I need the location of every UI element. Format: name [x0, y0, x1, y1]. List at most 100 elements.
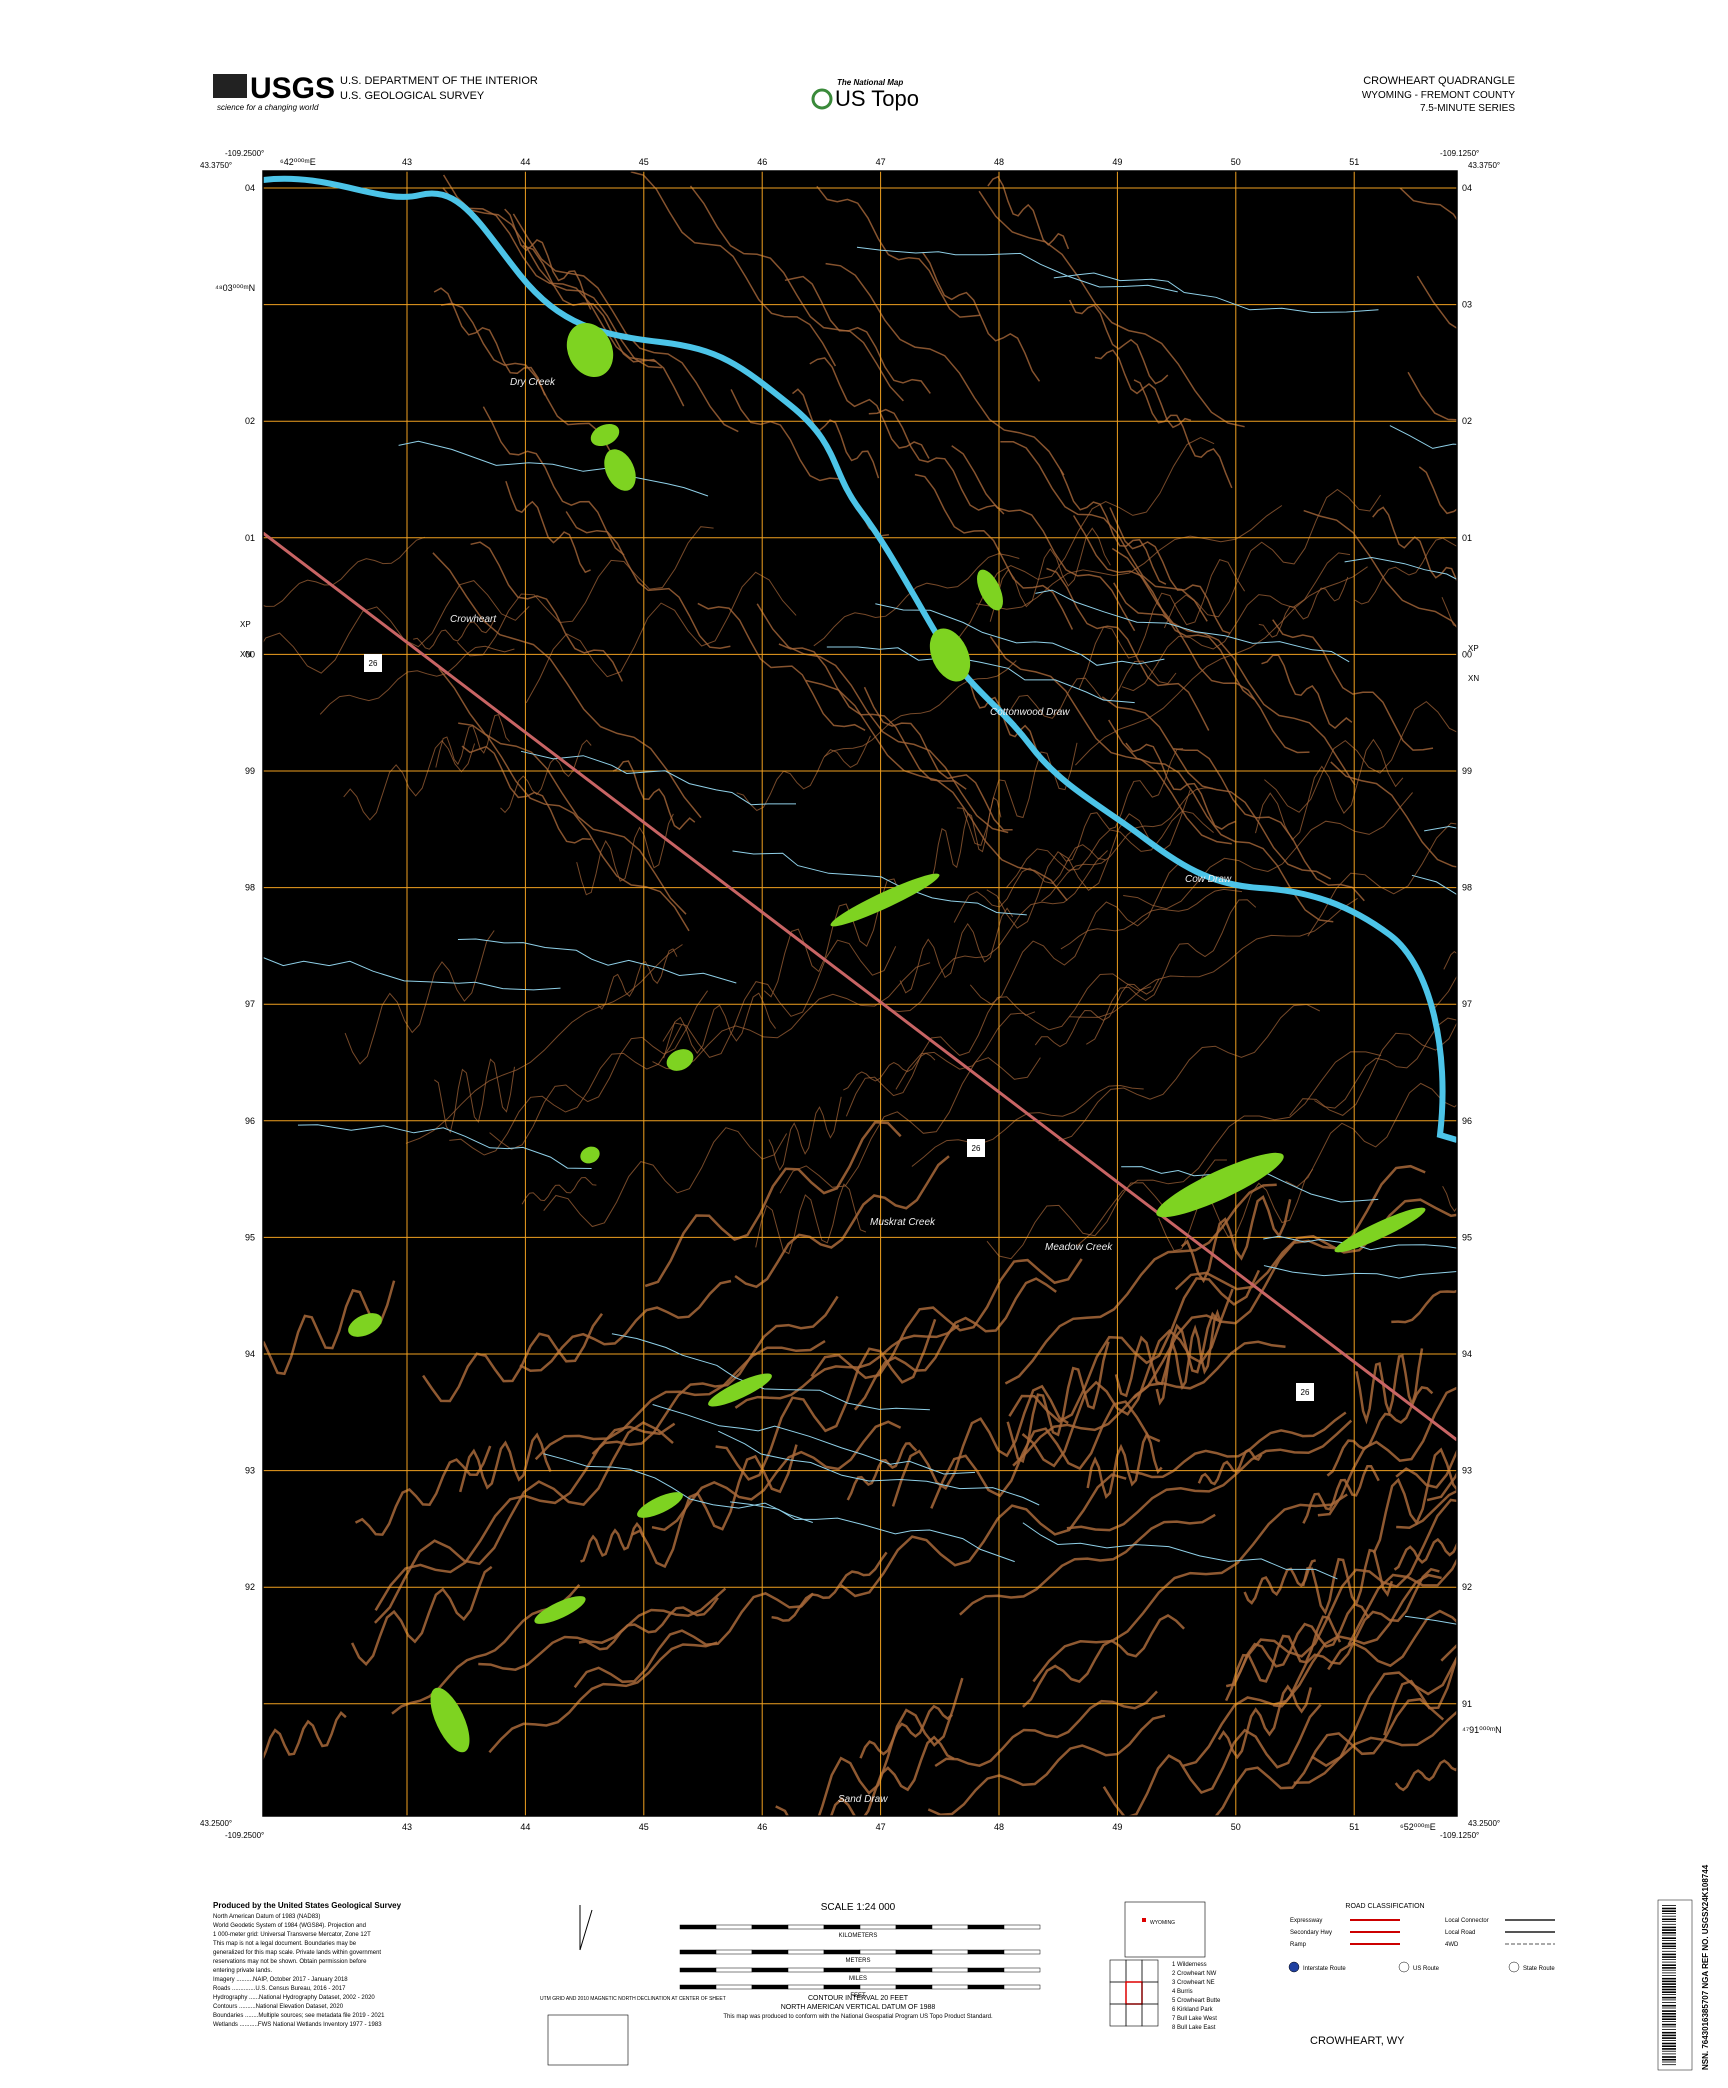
scale-unit: FEET — [850, 1993, 866, 1999]
stream — [263, 957, 561, 991]
scale-segment — [715, 1984, 753, 1990]
stream — [826, 646, 1135, 704]
bar — [1662, 2031, 1676, 2034]
contour — [843, 1052, 936, 1091]
scale-segment — [895, 1949, 933, 1955]
contour — [573, 1592, 815, 1689]
topo-icon — [811, 88, 833, 110]
easting-label: 46 — [757, 157, 767, 167]
easting-label: 49 — [1112, 1822, 1122, 1832]
contour — [1060, 888, 1243, 950]
northing-label: 04 — [245, 183, 255, 193]
route-shield — [1296, 1383, 1314, 1401]
bar — [1662, 1994, 1676, 1995]
bar — [1662, 2002, 1676, 2003]
contour — [442, 174, 662, 369]
easting-label: 45 — [639, 1822, 649, 1832]
road-type: Local Connector — [1445, 1918, 1489, 1924]
contour — [1285, 1082, 1457, 1188]
road-type: Expressway — [1290, 1918, 1322, 1924]
vegetation — [430, 1687, 470, 1753]
adjoin-cell — [1109, 1959, 1127, 1983]
contour — [1132, 1164, 1426, 1399]
contour — [1041, 787, 1214, 902]
northing-label: 04 — [1462, 183, 1472, 193]
contour — [987, 175, 1070, 250]
adjoin-cell — [1109, 1981, 1127, 2005]
contour — [779, 1057, 1041, 1194]
contour — [580, 1521, 645, 1563]
contour — [344, 930, 495, 1065]
road-title: ROAD CLASSIFICATION — [1345, 1903, 1424, 1910]
bar — [1662, 1921, 1676, 1922]
contour — [500, 739, 592, 814]
note-line: reservations may not be shown. Obtain pe… — [213, 1959, 367, 1965]
adjoin-cell — [1109, 2003, 1127, 2027]
vegetation — [666, 1049, 694, 1071]
scale-segment — [859, 1967, 897, 1973]
contour — [630, 171, 837, 367]
survey: U.S. GEOLOGICAL SURVEY — [340, 90, 485, 102]
contour — [651, 1420, 902, 1532]
bar — [1662, 1983, 1676, 1985]
easting-label: 51 — [1349, 1822, 1359, 1832]
contour — [612, 760, 696, 831]
stream — [1053, 272, 1379, 314]
contour — [1273, 1567, 1440, 1708]
scale-unit: MILES — [849, 1976, 867, 1982]
contour — [951, 445, 1136, 632]
contour — [1307, 822, 1457, 937]
bar — [1662, 1956, 1676, 1958]
contour — [756, 603, 1009, 834]
contour — [1214, 1697, 1445, 1816]
scale-unit: KILOMETERS — [839, 1933, 878, 1939]
stream — [652, 1404, 976, 1475]
scale-segment — [715, 1949, 753, 1955]
easting-label: 50 — [1231, 1822, 1241, 1832]
contour — [887, 850, 1108, 1013]
shield-type: State Route — [1523, 1966, 1555, 1972]
bar — [1662, 2015, 1676, 2018]
contour — [576, 813, 674, 896]
corner-label: 43.2500° — [1468, 1819, 1500, 1828]
barcode-text: NSN. 7643016385707 NGA REF NO. USGSX24K1… — [1701, 1864, 1710, 2070]
note-line: This map is not a legal document. Bounda… — [213, 1941, 357, 1947]
corner-label: -109.1250° — [1440, 149, 1479, 158]
contour — [734, 1155, 950, 1289]
contour — [1372, 506, 1457, 581]
bar — [1662, 2056, 1676, 2058]
vegetation — [348, 1313, 382, 1337]
contour — [921, 251, 1041, 382]
contour — [1078, 558, 1246, 690]
contour — [1174, 1198, 1457, 1291]
easting-label: 50 — [1231, 157, 1241, 167]
contour — [1395, 1448, 1457, 1489]
contour — [976, 505, 1283, 610]
contour — [927, 1714, 1166, 1816]
contour — [489, 990, 709, 1150]
vegetation — [708, 1373, 772, 1407]
quad-title: CROWHEART QUADRANGLE — [1363, 75, 1515, 87]
place-name: Little Sand Draw — [1470, 1692, 1544, 1703]
road-legend: Expressway Secondary Hwy Ramp Local Connect… — [1288, 1918, 1555, 1973]
contour — [859, 1704, 953, 1759]
bar — [1662, 1918, 1676, 1921]
contour — [1086, 1431, 1163, 1500]
contour — [895, 973, 1152, 1090]
bar — [1662, 2013, 1676, 2015]
northing-label: 98 — [1462, 883, 1472, 893]
contour — [959, 1513, 1216, 1616]
contour — [1440, 1644, 1457, 1662]
contour — [1021, 1288, 1234, 1468]
bar — [1662, 1945, 1676, 1948]
adjoin-cell — [1125, 1981, 1143, 2005]
vegetation — [534, 1596, 586, 1624]
usgs-tagline: science for a changing world — [217, 103, 319, 112]
scale-segment — [823, 1984, 861, 1990]
contour — [1314, 1017, 1457, 1109]
vegetation — [566, 322, 614, 378]
contour — [1068, 299, 1169, 385]
contour — [1224, 1615, 1342, 1702]
contour — [482, 406, 625, 556]
